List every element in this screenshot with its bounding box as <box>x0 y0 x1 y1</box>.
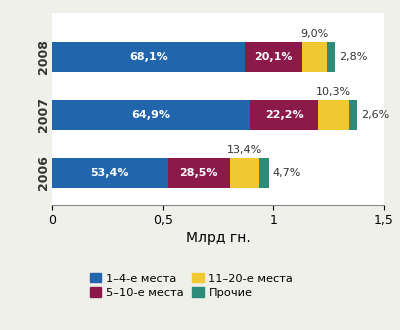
Bar <box>168 158 230 188</box>
Text: 2,8%: 2,8% <box>339 52 367 62</box>
Bar <box>302 42 327 72</box>
Bar <box>259 158 269 188</box>
Bar <box>230 158 259 188</box>
Bar <box>245 42 302 72</box>
Text: 4,7%: 4,7% <box>272 168 301 178</box>
Text: 2,6%: 2,6% <box>361 110 389 120</box>
Bar <box>250 100 318 130</box>
Bar <box>318 100 350 130</box>
Legend: 1–4-е места, 5–10-е места, 11–20-е места, Прочие: 1–4-е места, 5–10-е места, 11–20-е места… <box>85 268 298 302</box>
X-axis label: Млрд гн.: Млрд гн. <box>186 231 250 246</box>
Bar <box>327 42 335 72</box>
Text: 53,4%: 53,4% <box>91 168 129 178</box>
Bar <box>52 42 245 72</box>
Text: 22,2%: 22,2% <box>265 110 304 120</box>
Text: 68,1%: 68,1% <box>129 52 168 62</box>
Bar <box>350 100 358 130</box>
Bar <box>52 100 250 130</box>
Text: 28,5%: 28,5% <box>180 168 218 178</box>
Text: 9,0%: 9,0% <box>300 29 329 39</box>
Text: 13,4%: 13,4% <box>226 145 262 155</box>
Text: 64,9%: 64,9% <box>132 110 171 120</box>
Text: 20,1%: 20,1% <box>254 52 293 62</box>
Text: 10,3%: 10,3% <box>316 87 351 97</box>
Bar <box>52 158 168 188</box>
